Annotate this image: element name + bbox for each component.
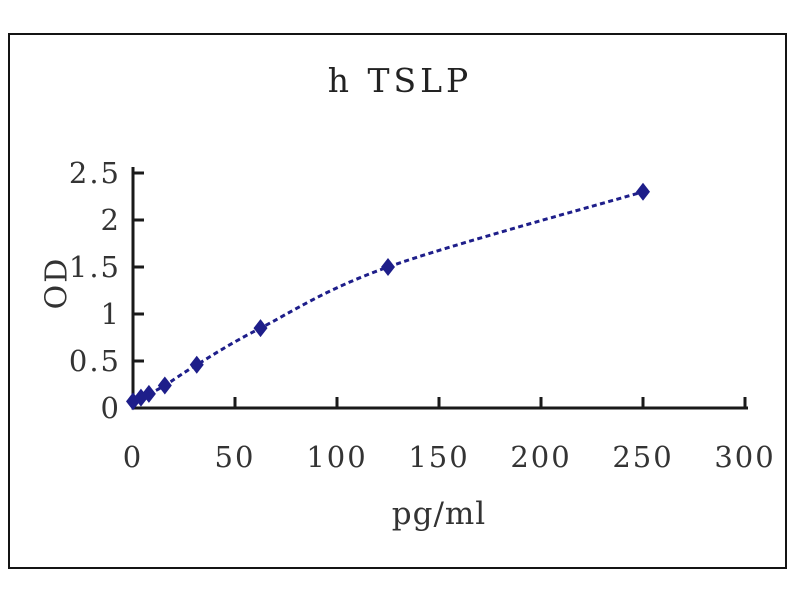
data-point-marker: [636, 182, 650, 201]
y-tick-label: 1.5: [69, 250, 121, 284]
y-tick-label: 2.5: [69, 156, 121, 190]
data-point-marker: [189, 355, 204, 374]
y-tick-label: 0.5: [69, 344, 121, 378]
x-tick-label: 50: [215, 440, 256, 474]
y-tick-label: 0: [101, 391, 121, 425]
chart-title: h TSLP: [327, 61, 473, 100]
x-axis-title: pg/ml: [391, 496, 487, 532]
chart-frame: [8, 33, 787, 569]
data-point-marker: [141, 384, 156, 403]
x-tick-label: 250: [612, 440, 673, 474]
data-point-marker: [157, 376, 172, 395]
data-point-marker: [381, 258, 395, 276]
y-tick-label: 2: [101, 203, 121, 237]
x-tick-label: 200: [510, 440, 571, 474]
y-tick-label: 1: [101, 297, 121, 331]
x-tick-label: 100: [306, 440, 367, 474]
series-line: [132, 190, 644, 403]
data-point-marker: [253, 319, 268, 338]
x-tick-label: 150: [408, 440, 469, 474]
x-tick-label: 0: [123, 440, 143, 474]
x-tick-label: 300: [714, 440, 775, 474]
